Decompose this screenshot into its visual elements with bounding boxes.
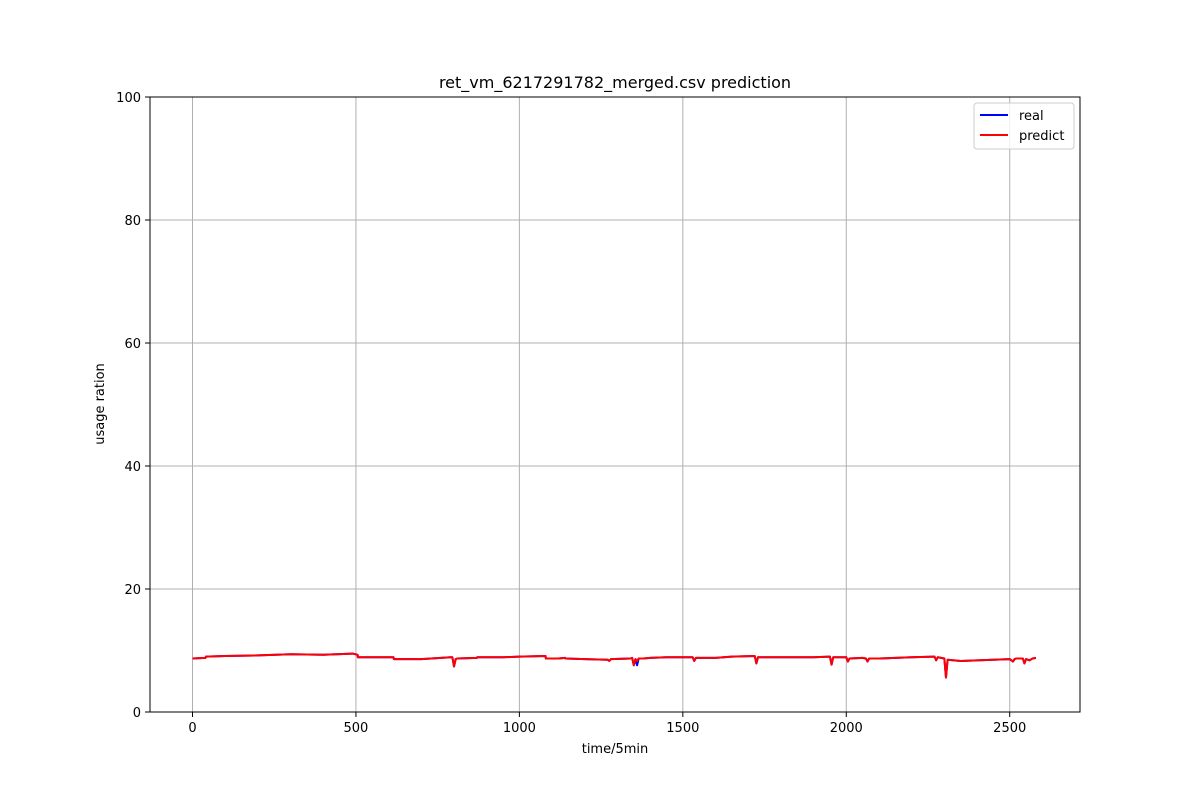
y-tick-label: 100: [116, 91, 141, 106]
y-tick-label: 80: [124, 214, 141, 229]
legend-label-predict: predict: [1019, 129, 1064, 144]
series-line-predict: [192, 652, 1037, 679]
legend-label-real: real: [1019, 109, 1044, 124]
x-tick-label: 500: [344, 721, 369, 736]
x-tick-label: 2500: [993, 721, 1026, 736]
chart-title: ret_vm_6217291782_merged.csv prediction: [439, 73, 791, 93]
x-axis-label: time/5min: [582, 742, 649, 757]
x-tick-label: 1500: [666, 721, 699, 736]
y-axis-label: usage ration: [93, 363, 108, 445]
plot-area: [150, 97, 1080, 712]
y-tick-label: 0: [133, 706, 141, 721]
x-tick-label: 1000: [503, 721, 536, 736]
x-tick-label: 0: [188, 721, 196, 736]
legend: real predict: [973, 102, 1075, 150]
series-layer: [192, 652, 1037, 679]
plot-frame: [149, 96, 1081, 713]
y-tick-label: 20: [124, 583, 141, 598]
grid: [150, 96, 1080, 713]
ticks: 0 500 1000 1500 2000 2500 0 20 40 60 80 100: [116, 91, 1026, 736]
y-tick-label: 60: [124, 337, 141, 352]
x-tick-label: 2000: [830, 721, 863, 736]
y-tick-label: 40: [124, 460, 141, 475]
